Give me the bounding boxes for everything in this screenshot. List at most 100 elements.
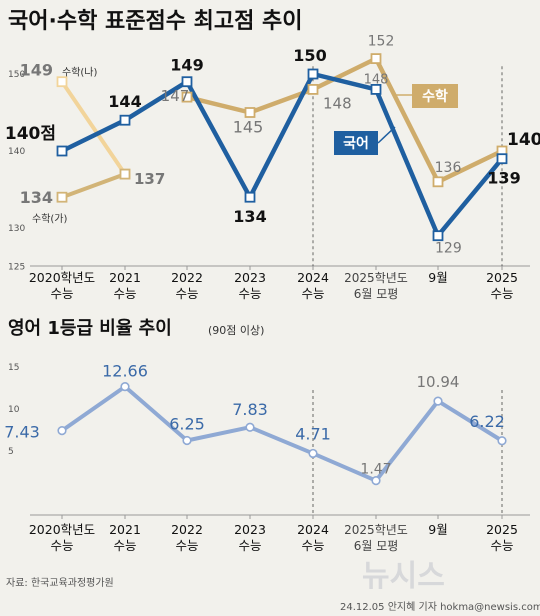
top-x-label2-1: 수능 xyxy=(113,286,136,301)
value-label-english-0: 7.43 xyxy=(4,423,40,442)
bottom-y-tick-10: 10 xyxy=(8,405,20,415)
marker-korean-1 xyxy=(119,114,131,126)
value-label-english-4: 4.71 xyxy=(295,424,331,443)
marker-math-3 xyxy=(244,107,256,118)
bottom-x-label2-1: 수능 xyxy=(113,538,136,553)
marker-korean-4 xyxy=(307,68,319,80)
value-label-english-1: 12.66 xyxy=(102,362,148,381)
marker-math-6 xyxy=(432,176,444,188)
value-label-english-7: 6.22 xyxy=(469,412,505,431)
marker-math-5 xyxy=(370,53,382,64)
top-y-tick-140: 140 xyxy=(8,147,25,157)
bottom-x-label2-0: 수능 xyxy=(50,538,73,553)
value-label-english-5: 1.47 xyxy=(360,462,391,478)
marker-english-6 xyxy=(433,396,443,406)
top-x-label-4: 2024 xyxy=(297,270,329,285)
watermark-logo: 뉴시스 xyxy=(362,559,445,594)
subtitle-note: (90점 이상) xyxy=(208,324,264,337)
series-name-math-ga: 수학(가) xyxy=(32,213,68,225)
source-text: 자료: 한국교육과정평가원 xyxy=(6,577,114,589)
marker-english-4 xyxy=(308,448,318,459)
top-x-label-2: 2022 xyxy=(171,270,203,285)
marker-korean-3 xyxy=(244,191,256,203)
marker-math-ga-0 xyxy=(56,191,68,203)
marker-korean-6 xyxy=(432,230,444,242)
series-line-korean xyxy=(61,71,504,238)
credit-text: 24.12.05 안지혜 기자 hokma@newsis.com xyxy=(340,601,540,613)
value-label-korean-0: 140점 xyxy=(5,124,56,144)
series-line-english xyxy=(60,384,504,483)
value-label-math-na-1: 137 xyxy=(134,170,165,188)
marker-english-0 xyxy=(57,425,67,436)
value-label-english-3: 7.83 xyxy=(232,400,268,419)
chart-title: 국어·수학 표준점수 최고점 추이 xyxy=(8,9,302,34)
value-label-korean-1: 144 xyxy=(108,92,141,111)
bottom-x-label2-7: 수능 xyxy=(490,538,513,553)
value-label-english-6: 10.94 xyxy=(417,373,460,391)
value-label-english-2: 6.25 xyxy=(169,415,205,434)
value-label-korean-2: 149 xyxy=(170,56,203,75)
marker-math-ga-1 xyxy=(119,168,131,180)
top-y-tick-150: 150 xyxy=(8,70,25,80)
marker-korean-5 xyxy=(370,84,382,95)
top-x-label2-4: 수능 xyxy=(301,286,324,301)
top-x-label2-7: 수능 xyxy=(490,286,513,301)
value-label-korean-4: 150 xyxy=(293,46,326,65)
value-label-math-na-0: 149 xyxy=(20,61,53,80)
top-x-label-0: 2020학년도 xyxy=(29,270,95,285)
series-line-math-na xyxy=(60,80,127,176)
marker-english-7 xyxy=(497,436,507,446)
bottom-x-label-6: 9월 xyxy=(428,522,447,537)
marker-math-2 xyxy=(181,91,193,103)
series-line-math xyxy=(186,56,503,185)
value-label-korean-7: 139 xyxy=(487,169,520,188)
value-label-math-3: 145 xyxy=(233,118,264,137)
marker-english-5 xyxy=(371,476,381,486)
value-label-math-4: 148 xyxy=(323,94,352,112)
bottom-x-label2-4: 수능 xyxy=(301,538,324,553)
bottom-x-label-0: 2020학년도 xyxy=(29,522,95,537)
value-label-korean-3: 134 xyxy=(233,207,266,226)
bottom-y-tick-5: 5 xyxy=(8,447,14,457)
bottom-x-label-3: 2023 xyxy=(234,522,266,537)
value-label-math-ga-0: 134 xyxy=(20,188,53,207)
top-x-label-3: 2023 xyxy=(234,270,266,285)
series-line-math-ga xyxy=(61,172,126,200)
subtitle: 영어 1등급 비율 추이 xyxy=(8,318,172,339)
value-label-math-5: 152 xyxy=(368,34,395,50)
bottom-x-label-4: 2024 xyxy=(297,522,329,537)
marker-english-1 xyxy=(120,382,130,392)
marker-math-4 xyxy=(307,84,319,95)
top-x-label2-5: 6월 모평 xyxy=(354,287,399,301)
bottom-y-tick-15: 15 xyxy=(8,363,19,373)
top-x-label-1: 2021 xyxy=(109,270,141,285)
value-label-math-6: 136 xyxy=(435,160,462,176)
value-label-korean-5: 148 xyxy=(364,72,389,87)
top-y-tick-125: 125 xyxy=(8,263,25,273)
marker-korean-7 xyxy=(496,153,508,165)
value-label-math-2: 147 xyxy=(161,87,190,105)
top-x-label2-2: 수능 xyxy=(175,286,198,301)
top-x-label-5: 2025학년도 xyxy=(344,271,408,285)
bottom-x-label-7: 2025 xyxy=(486,522,518,537)
marker-english-3 xyxy=(245,422,255,432)
series-name-math-na: 수학(나) xyxy=(62,67,98,79)
legend-math-label: 수학 xyxy=(422,89,448,105)
marker-korean-2 xyxy=(181,76,193,88)
legend-korean-box xyxy=(334,131,378,155)
legend-math-box xyxy=(412,84,458,108)
value-label-math-7: 140 xyxy=(507,130,540,150)
top-x-label2-3: 수능 xyxy=(238,286,261,301)
bottom-x-label-5: 2025학년도 xyxy=(344,523,408,537)
top-x-label2-0: 수능 xyxy=(50,286,73,301)
top-x-label-7: 2025 xyxy=(486,270,518,285)
bottom-x-label-1: 2021 xyxy=(109,522,141,537)
bottom-x-label-2: 2022 xyxy=(171,522,203,537)
bottom-x-label2-5: 6월 모평 xyxy=(354,539,399,553)
top-x-label-6: 9월 xyxy=(428,270,447,285)
top-y-tick-130: 130 xyxy=(8,224,25,234)
marker-english-2 xyxy=(182,435,192,446)
marker-korean-0 xyxy=(56,145,68,157)
value-label-korean-6: 129 xyxy=(435,241,462,257)
bottom-x-label2-3: 수능 xyxy=(238,538,261,553)
